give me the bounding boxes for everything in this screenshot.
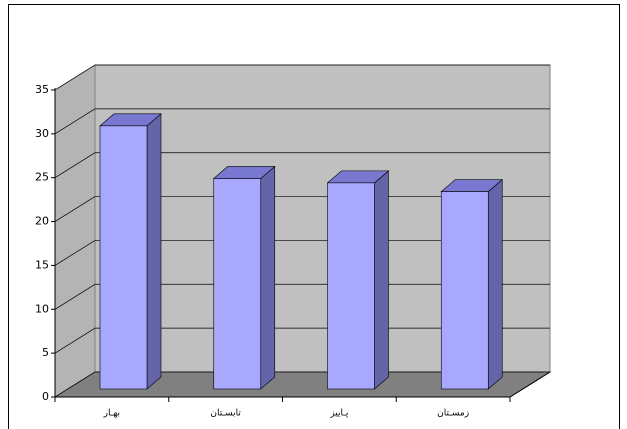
x-tick-label: تابسـتان: [210, 409, 241, 419]
y-tick-label: 30: [35, 127, 49, 140]
side-wall: [54, 64, 96, 398]
plot-walls: [53, 64, 552, 398]
bar-side: [487, 178, 503, 390]
grid-line: [54, 152, 96, 179]
x-tick-label: بهـار: [103, 409, 120, 419]
bar-side: [374, 170, 389, 390]
bar-side: [146, 113, 162, 390]
grid-line: [54, 327, 96, 354]
grid-line: [54, 196, 96, 222]
grid-line: [54, 108, 96, 135]
x-tick-label: زمسـتان: [437, 409, 469, 419]
y-tick-label: 10: [35, 302, 49, 315]
bar: [327, 182, 375, 390]
bar: [440, 191, 489, 390]
grid-line: [54, 64, 96, 91]
grid-line: [54, 283, 96, 310]
x-tick-label: پـاییز: [329, 409, 349, 419]
y-tick-label: 35: [35, 83, 49, 96]
bar: [99, 125, 148, 390]
y-tick-label: 15: [35, 258, 49, 271]
floor-edge: [509, 371, 551, 398]
bar: [213, 178, 262, 390]
y-tick-label: 25: [35, 171, 49, 184]
grid-line: [54, 371, 96, 398]
grid-line: [54, 240, 96, 266]
y-tick-label: 20: [35, 215, 49, 228]
y-tick-label: 0: [42, 390, 49, 403]
y-tick-label: 5: [42, 346, 49, 359]
bar-side: [260, 165, 276, 390]
